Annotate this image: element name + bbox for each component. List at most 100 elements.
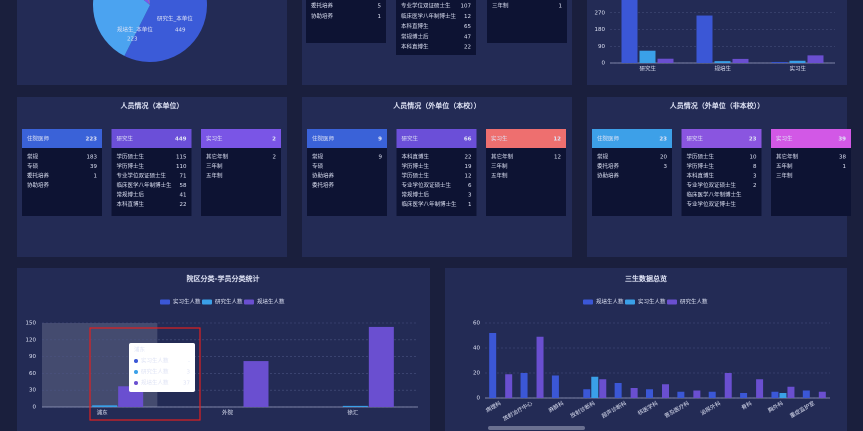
x-tick-label: 浦东	[97, 409, 109, 417]
y-tick-label: 30	[29, 388, 36, 394]
bar	[639, 50, 656, 63]
bar	[724, 373, 732, 398]
legend-label: 规培生人数	[257, 298, 285, 306]
item-value: 12	[464, 14, 471, 20]
item-name: 五年制	[776, 162, 793, 170]
item-name: 常规	[312, 153, 324, 161]
y-tick-label: 150	[26, 321, 37, 327]
item-value: 2	[273, 155, 277, 161]
tooltip	[129, 343, 195, 392]
bar	[802, 390, 810, 398]
item-value: 3	[664, 164, 668, 170]
pie-value: 223	[127, 37, 138, 43]
item-value: 1	[559, 4, 563, 10]
item-value: 3	[468, 193, 472, 199]
item-name: 专业学位双证博士生	[687, 200, 737, 208]
bar	[677, 391, 685, 398]
y-tick-label: 20	[473, 371, 480, 377]
item-name: 临床医学八年制博士生	[402, 200, 458, 208]
item-name: 常规	[27, 153, 39, 161]
item-value: 10	[750, 155, 757, 161]
y-tick-label: 120	[26, 337, 37, 343]
item-value: 12	[465, 174, 472, 180]
tooltip-name: 实习生人数	[141, 357, 169, 365]
bar	[714, 61, 731, 63]
panel	[445, 268, 847, 431]
item-name: 专硕	[312, 162, 324, 170]
item-name: 专业学位双证硕士生	[401, 2, 451, 10]
pie-label: 研究生_本单位	[157, 15, 193, 23]
card-header	[486, 129, 566, 148]
legend-swatch	[244, 299, 254, 305]
y-tick-label: 90	[598, 44, 605, 50]
item-name: 三年制	[776, 172, 793, 180]
bar	[551, 375, 559, 398]
legend-swatch	[583, 299, 593, 305]
item-value: 183	[87, 155, 98, 161]
bar	[708, 391, 716, 398]
card-total: 39	[838, 137, 846, 143]
card-total: 2	[272, 137, 276, 143]
item-value: 71	[180, 174, 187, 180]
item-name: 临床医学八年制博士生	[117, 181, 173, 189]
item-value: 1	[468, 202, 472, 208]
item-name: 专硕	[27, 162, 39, 170]
card-title: 研究生	[687, 135, 704, 143]
item-value: 41	[180, 193, 187, 199]
bar	[591, 376, 599, 398]
item-value: 2	[753, 183, 757, 189]
item-value: 39	[90, 164, 97, 170]
legend-swatch	[667, 299, 677, 305]
panel-title: 人员情况（本单位）	[121, 101, 184, 110]
y-tick-label: 0	[602, 61, 606, 67]
pie-slice	[148, 0, 150, 5]
legend-label: 研究生人数	[680, 298, 708, 306]
legend-label: 规培生人数	[596, 298, 624, 306]
item-name: 本科直博生	[401, 43, 429, 51]
bar	[520, 373, 528, 398]
card-total: 12	[553, 137, 561, 143]
tooltip-dot	[134, 359, 138, 363]
item-name: 五年制	[206, 172, 223, 180]
item-name: 委托培养	[312, 181, 335, 189]
bar	[818, 391, 826, 398]
y-tick-label: 180	[595, 27, 606, 33]
y-tick-label: 0	[477, 396, 481, 402]
panel-title: 人员情况（外单位（非本校））	[670, 101, 765, 110]
item-value: 9	[379, 155, 383, 161]
y-tick-label: 60	[473, 321, 480, 327]
bar	[342, 405, 368, 407]
x-tick-label: 实习生	[790, 65, 807, 73]
highlight-box	[89, 327, 201, 421]
legend-swatch	[202, 299, 212, 305]
item-name: 学历博士生	[117, 162, 145, 170]
item-value: 5	[378, 4, 382, 10]
bar	[92, 405, 118, 407]
scrollbar[interactable]	[488, 426, 585, 430]
item-name: 委托培养	[597, 162, 620, 170]
item-name: 临床医学八年制博士生	[687, 191, 743, 199]
item-name: 专业学位双证硕士生	[117, 172, 167, 180]
item-value: 1	[843, 164, 847, 170]
item-name: 其它年制	[491, 153, 514, 161]
bar	[630, 388, 638, 398]
item-name: 常规博士后	[402, 191, 430, 199]
bar	[807, 55, 824, 63]
tooltip-value: 37	[183, 381, 190, 387]
y-tick-label: 0	[33, 405, 37, 411]
item-name: 五年制	[491, 172, 508, 180]
legend-label: 实习生人数	[638, 298, 666, 306]
bar	[740, 393, 748, 398]
item-value: 107	[461, 4, 472, 10]
card-total: 9	[378, 137, 382, 143]
bar	[536, 336, 544, 398]
bar	[505, 374, 513, 398]
pie-slice	[149, 0, 150, 5]
tooltip-name: 研究生人数	[141, 368, 169, 376]
item-name: 本科直博生	[117, 200, 145, 208]
item-value: 1	[378, 14, 382, 20]
bar	[693, 390, 701, 398]
bar	[243, 361, 269, 407]
card-total: 223	[86, 137, 98, 143]
